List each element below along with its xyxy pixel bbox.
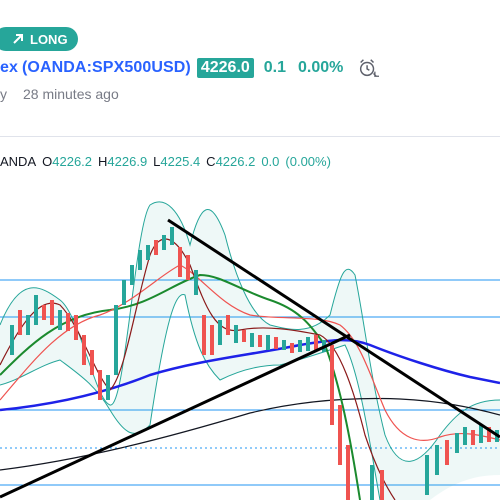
open-value: 4226.2 <box>52 154 93 169</box>
high-label: H <box>98 154 108 169</box>
bollinger-band-fill <box>0 201 500 500</box>
symbol-prefix[interactable]: ex <box>0 59 18 76</box>
candles <box>10 227 499 500</box>
close-label: C <box>206 154 216 169</box>
low-value: 4225.4 <box>160 154 201 169</box>
meta-row: y 28 minutes ago <box>0 86 119 102</box>
open-label: O <box>42 154 53 169</box>
published-time: 28 minutes ago <box>23 86 119 102</box>
change-percent: (0.00%) <box>285 154 331 169</box>
price-chart[interactable] <box>0 175 500 500</box>
close-value: 4226.2 <box>215 154 256 169</box>
ohlc-legend: ANDA O4226.2 H4226.9 L4225.4 C4226.2 0.0… <box>0 154 331 169</box>
ma-green <box>0 273 361 500</box>
price-change-percent: 0.00% <box>298 59 344 76</box>
meta-left: y <box>0 86 7 102</box>
trendline-ascending <box>0 333 351 499</box>
symbol-link[interactable]: (OANDA:SPX500USD) <box>22 59 191 76</box>
trendline-descending <box>167 218 500 439</box>
low-label: L <box>153 154 161 169</box>
price-change: 0.1 <box>263 59 287 76</box>
last-price: 4226.0 <box>196 58 254 78</box>
divider <box>0 136 500 137</box>
ma-darkred <box>0 238 396 500</box>
bollinger-lower <box>0 294 381 500</box>
long-badge: LONG <box>0 27 78 51</box>
ohlc-symbol: ANDA <box>0 154 37 169</box>
symbol-row: ex (OANDA:SPX500USD) 4226.0 0.1 0.00% <box>0 57 380 79</box>
alarm-clock-icon[interactable] <box>357 57 380 79</box>
change-value: 0.0 <box>261 154 280 169</box>
high-value: 4226.9 <box>107 154 148 169</box>
long-badge-label: LONG <box>30 31 68 47</box>
arrow-up-right-icon <box>13 34 23 44</box>
ma-red <box>0 264 500 441</box>
